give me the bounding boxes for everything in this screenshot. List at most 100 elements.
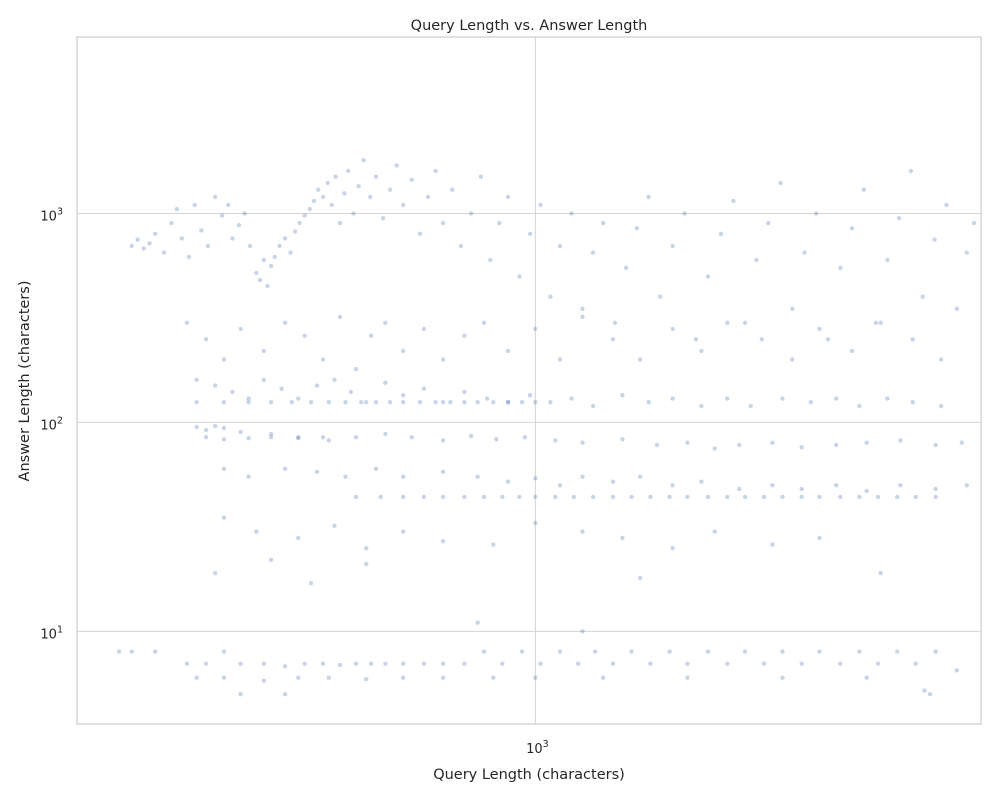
scatter-point xyxy=(277,243,282,249)
scatter-point xyxy=(238,661,243,666)
scatter-point xyxy=(179,236,185,241)
y-tick-label: 101 xyxy=(40,624,63,642)
scatter-point xyxy=(646,400,651,405)
scatter-points xyxy=(116,158,977,697)
scatter-point xyxy=(576,661,581,666)
scatter-point xyxy=(885,257,890,263)
scatter-point xyxy=(670,326,675,332)
scatter-point xyxy=(325,180,330,186)
scatter-point xyxy=(938,403,944,409)
scatter-point xyxy=(401,494,406,500)
scatter-point xyxy=(221,675,227,680)
scatter-point xyxy=(364,546,369,551)
scatter-point xyxy=(329,202,334,208)
scatter-point xyxy=(601,675,606,680)
scatter-point xyxy=(238,326,243,332)
scatter-point xyxy=(184,320,190,325)
scatter-point xyxy=(517,274,522,279)
scatter-point xyxy=(246,400,251,405)
scatter-point xyxy=(373,400,379,405)
scatter-point xyxy=(440,400,446,405)
scatter-point xyxy=(203,661,209,666)
scatter-point xyxy=(326,675,331,680)
scatter-point xyxy=(838,265,843,270)
scatter-point xyxy=(458,243,464,249)
scatter-point xyxy=(380,216,386,221)
scatter-point xyxy=(394,163,399,168)
scatter-point xyxy=(864,440,869,445)
scatter-point xyxy=(873,320,879,325)
scatter-point xyxy=(481,494,487,500)
scatter-point xyxy=(580,314,585,320)
scatter-point xyxy=(590,494,596,500)
scatter-point xyxy=(314,383,320,388)
scatter-point xyxy=(849,348,855,354)
scatter-point xyxy=(885,396,890,401)
scatter-point xyxy=(670,243,675,249)
scatter-point xyxy=(761,661,767,666)
scatter-point xyxy=(910,400,915,405)
scatter-point xyxy=(320,435,326,440)
scatter-point xyxy=(268,400,274,405)
scatter-point xyxy=(898,438,903,443)
scatter-point xyxy=(590,403,596,409)
scatter-point xyxy=(766,220,771,226)
scatter-point xyxy=(799,494,804,500)
scatter-point xyxy=(778,180,783,186)
scatter-point xyxy=(725,320,730,325)
scatter-point xyxy=(311,198,317,204)
scatter-point xyxy=(296,535,301,541)
scatter-point xyxy=(417,231,423,236)
scatter-point xyxy=(308,400,314,405)
scatter-point xyxy=(527,393,533,398)
scatter-point xyxy=(261,678,266,683)
scatter-point xyxy=(462,389,467,395)
scatter-point xyxy=(462,333,467,338)
scatter-point xyxy=(648,494,653,500)
scatter-point xyxy=(268,557,274,562)
scatter-point xyxy=(368,333,374,338)
scatter-point xyxy=(246,436,251,441)
scatter-point xyxy=(938,357,944,362)
scatter-point xyxy=(491,400,496,405)
y-tick-exponent: 2 xyxy=(57,415,63,426)
scatter-point xyxy=(620,535,625,541)
scatter-point xyxy=(254,270,259,276)
scatter-point xyxy=(705,649,711,654)
scatter-point xyxy=(799,486,804,492)
scatter-point xyxy=(933,442,938,448)
scatter-point xyxy=(497,220,502,226)
scatter-point xyxy=(401,393,406,398)
scatter-point xyxy=(254,529,259,534)
scatter-point xyxy=(553,438,558,443)
scatter-point xyxy=(440,469,446,474)
scatter-point xyxy=(954,306,959,311)
scatter-point xyxy=(761,494,767,500)
scatter-point xyxy=(326,438,331,443)
y-tick-label: 102 xyxy=(40,415,63,433)
scatter-point xyxy=(383,431,388,437)
scatter-point xyxy=(213,194,218,200)
scatter-point xyxy=(368,661,374,666)
scatter-point xyxy=(646,194,651,200)
scatter-point xyxy=(849,226,855,231)
scatter-point xyxy=(194,400,199,405)
scatter-point xyxy=(634,226,639,231)
scatter-point xyxy=(875,494,881,500)
scatter-point xyxy=(332,377,337,382)
scatter-point xyxy=(221,515,227,520)
scatter-point xyxy=(221,357,227,362)
scatter-point xyxy=(491,542,496,547)
scatter-point xyxy=(368,194,373,200)
scatter-point xyxy=(817,535,822,541)
scatter-point xyxy=(289,400,294,405)
scatter-point xyxy=(230,389,235,395)
scatter-point xyxy=(505,400,511,405)
scatter-point xyxy=(184,661,190,666)
scatter-point xyxy=(864,675,869,680)
scatter-point xyxy=(533,476,538,481)
scatter-point xyxy=(129,243,134,249)
scatter-point xyxy=(378,494,383,500)
scatter-point xyxy=(620,437,625,442)
scatter-point xyxy=(282,692,288,697)
